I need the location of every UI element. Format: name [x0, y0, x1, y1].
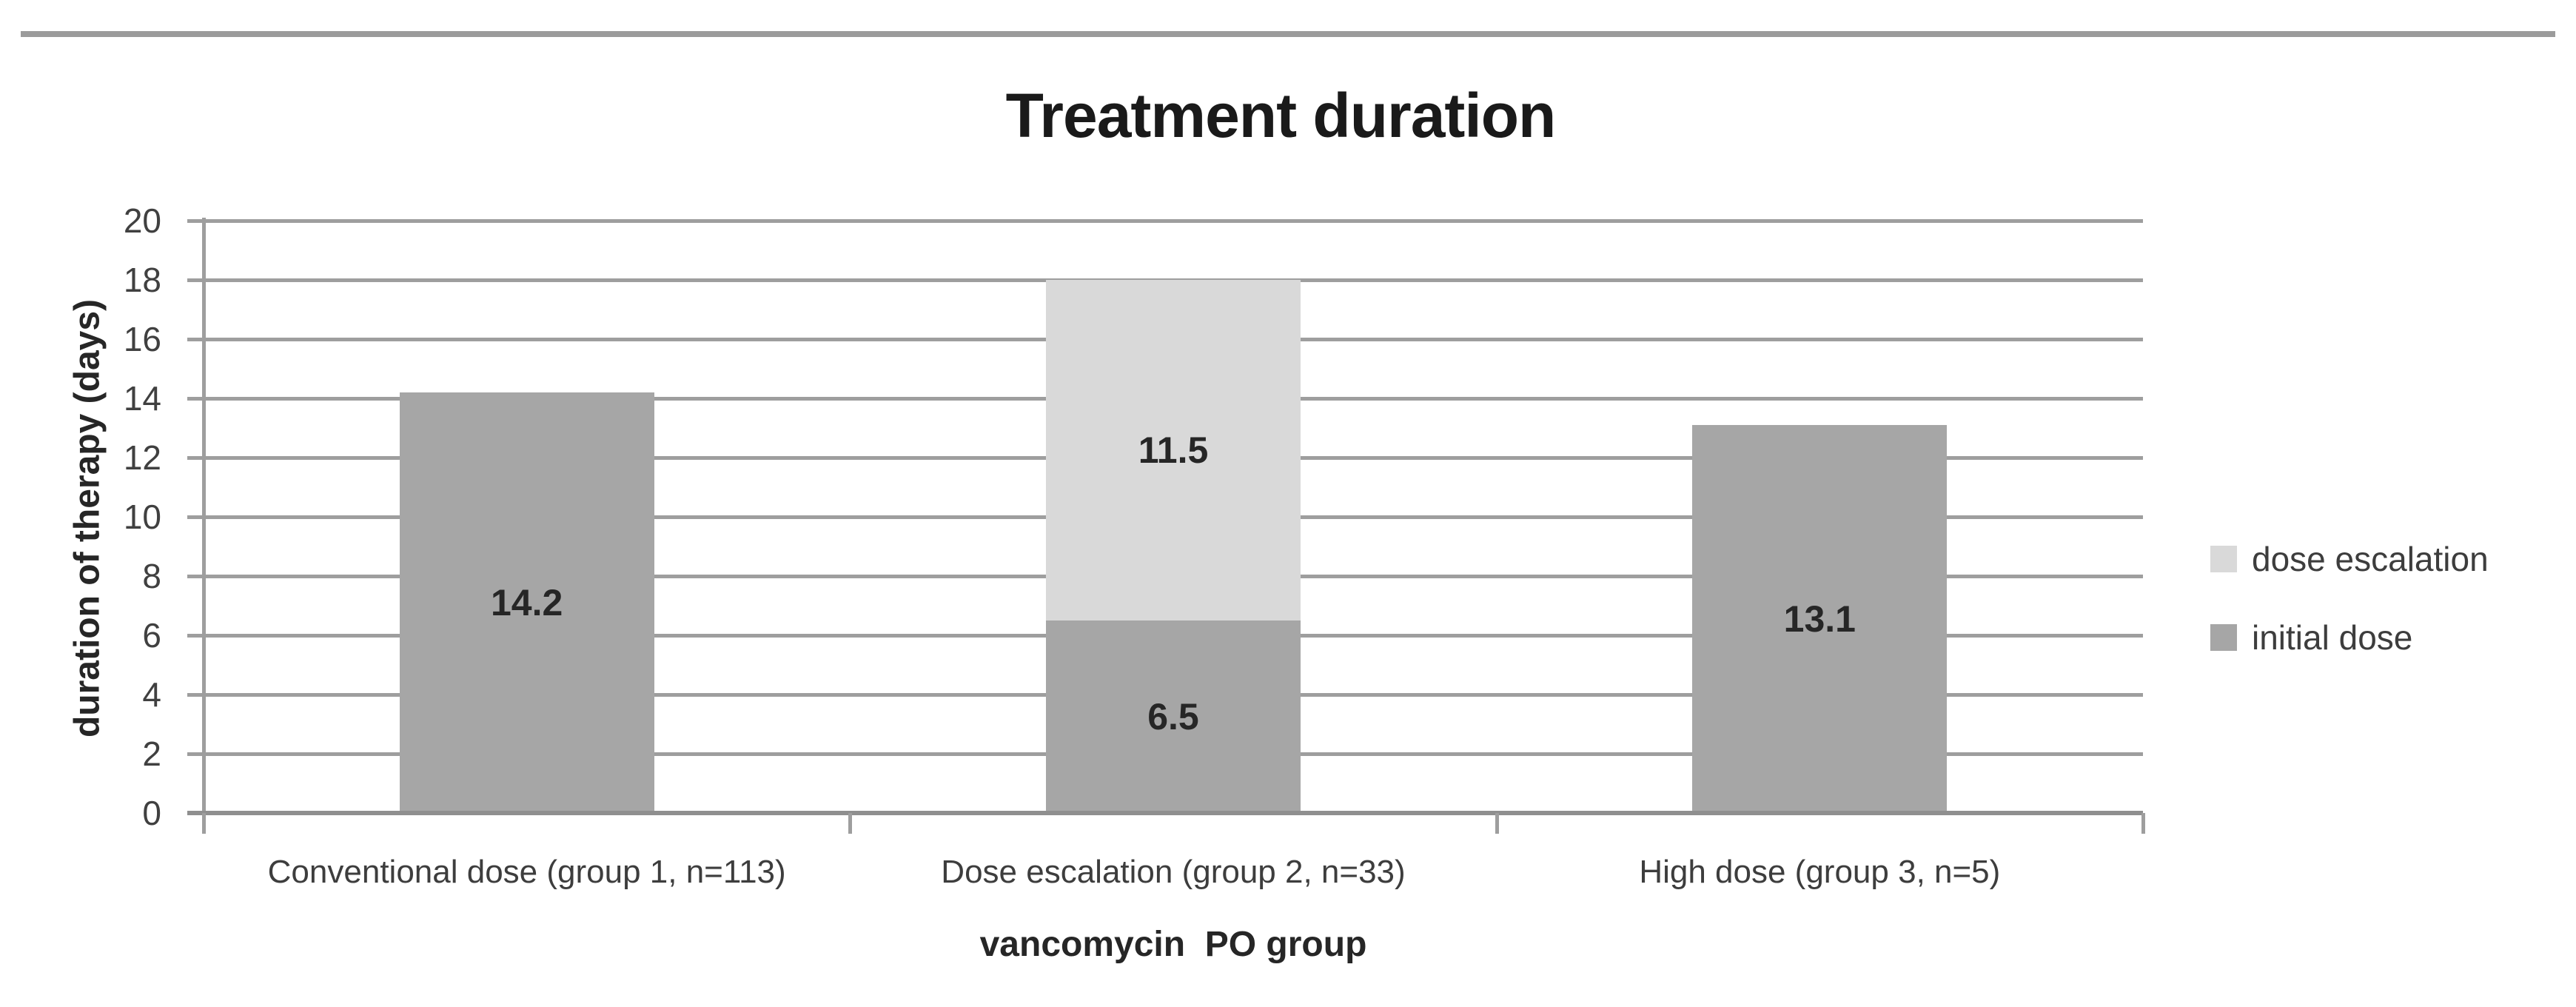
value-label: 11.5 [1138, 429, 1209, 471]
y-tick-label: 20 [123, 201, 161, 240]
y-tick-label: 8 [142, 557, 161, 595]
y-tick-label: 2 [142, 735, 161, 773]
value-label: 14.2 [490, 582, 563, 623]
value-label: 6.5 [1147, 696, 1199, 737]
y-tick-label: 12 [123, 438, 161, 477]
x-axis-line [187, 811, 2143, 815]
bar-segment-initial-dose: 14.2 [399, 392, 654, 813]
legend-label: initial dose [2252, 618, 2413, 657]
category-tick [202, 813, 206, 834]
y-tick-label: 4 [142, 675, 161, 714]
category-tick [2141, 813, 2145, 834]
y-axis-line [202, 218, 206, 831]
bar-segment-dose-escalation: 11.5 [1046, 280, 1301, 620]
legend-swatch [2210, 624, 2237, 651]
gridline [187, 219, 2143, 223]
top-border-line [21, 31, 2555, 37]
x-category-label: Dose escalation (group 2, n=33) [941, 854, 1406, 890]
x-category-label: Conventional dose (group 1, n=113) [267, 854, 786, 890]
y-tick-label: 18 [123, 261, 161, 299]
legend-entry: initial dose [2210, 616, 2489, 659]
legend-entry: dose escalation [2210, 538, 2489, 581]
x-category-label: High dose (group 3, n=5) [1639, 854, 2001, 890]
legend-label: dose escalation [2252, 540, 2489, 578]
value-label: 13.1 [1783, 598, 1856, 640]
y-tick-label: 14 [123, 379, 161, 418]
category-tick [1495, 813, 1499, 834]
x-axis-title: vancomycin PO group [979, 925, 1367, 964]
category-tick [848, 813, 853, 834]
legend-swatch [2210, 546, 2237, 572]
y-tick-label: 6 [142, 616, 161, 655]
legend: dose escalation initial dose [2210, 538, 2489, 695]
bar-segment-initial-dose: 6.5 [1046, 620, 1301, 813]
chart-title: Treatment duration [1005, 81, 1557, 150]
y-tick-label: 10 [123, 498, 161, 536]
y-tick-label: 0 [142, 794, 161, 832]
y-tick-label: 16 [123, 320, 161, 358]
bar-segment-initial-dose: 13.1 [1692, 425, 1948, 813]
